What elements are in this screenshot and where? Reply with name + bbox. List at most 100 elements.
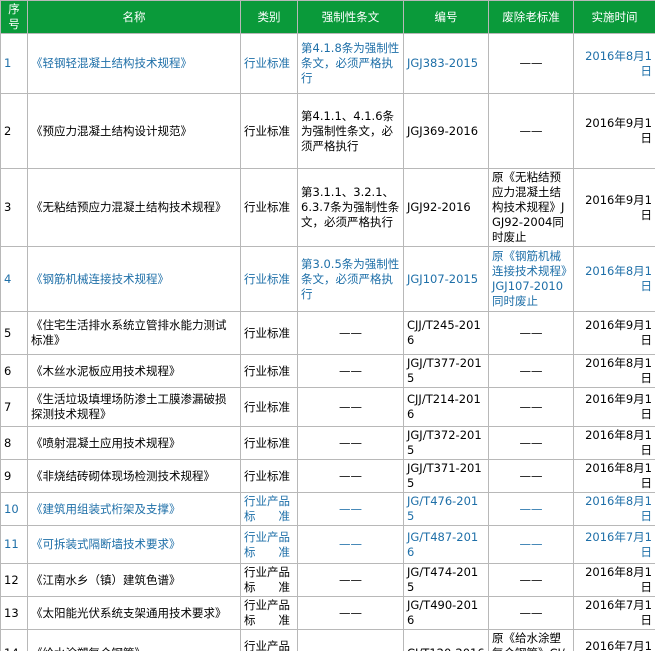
- table-cell: ——: [488, 33, 574, 94]
- table-cell: 行业标准: [240, 33, 298, 94]
- header-row: 序号 名称 类别 强制性条文 编号 废除老标准 实施时间: [0, 0, 655, 34]
- table-cell: ——: [488, 354, 574, 388]
- table-cell: ——: [488, 426, 574, 460]
- table-cell: ——: [488, 93, 574, 169]
- table-cell: CJJ/T245-2016: [403, 311, 489, 355]
- table-cell: JGJ/T377-2015: [403, 354, 489, 388]
- table-cell: 行业产品标 准: [240, 563, 298, 597]
- table-cell: CJJ/T214-2016: [403, 387, 489, 427]
- table-cell: 2016年9月1日: [573, 311, 655, 355]
- table-cell: 《木丝水泥板应用技术规程》: [27, 354, 241, 388]
- table-cell: 6: [0, 354, 28, 388]
- table-cell: 2016年8月1日: [573, 492, 655, 526]
- table-cell: 第3.0.5条为强制性条文，必须严格执行: [297, 246, 404, 312]
- table-cell: 《喷射混凝土应用技术规程》: [27, 426, 241, 460]
- table-cell: 《太阳能光伏系统支架通用技术要求》: [27, 596, 241, 630]
- table-cell: 7: [0, 387, 28, 427]
- table-cell: CJ/T120-2016: [403, 629, 489, 651]
- table-cell: 3: [0, 168, 28, 247]
- table-cell: 《江南水乡（镇）建筑色谱》: [27, 563, 241, 597]
- table-cell: 《生活垃圾填埋场防渗土工膜渗漏破损探测技术规程》: [27, 387, 241, 427]
- table-cell: 行业产品标 准: [240, 629, 298, 651]
- table-row: 9 《非烧结砖砌体现场检测技术规程》 行业标准 —— JGJ/T371-2015 —— 20…: [0, 459, 655, 493]
- table-cell: JG/T476-2015: [403, 492, 489, 526]
- table-cell: 13: [0, 596, 28, 630]
- table-row: 3 《无粘结预应力混凝土结构技术规程》 行业标准 第3.1.1、3.2.1、6.3.7…: [0, 168, 655, 247]
- table-cell: 2016年8月1日: [573, 246, 655, 312]
- table-cell: ——: [297, 459, 404, 493]
- table-cell: ——: [488, 311, 574, 355]
- table-cell: 原《无粘结预应力混凝土结构技术规程》JGJ92-2004同时废止: [488, 168, 574, 247]
- table-row: 14《给水涂塑复合钢管》行业产品标 准——CJ/T120-2016原《给水涂塑复…: [0, 629, 655, 651]
- table-cell: 《给水涂塑复合钢管》: [27, 629, 241, 651]
- column-header: 强制性条文: [297, 0, 404, 34]
- table-cell: 《可拆装式隔断墙技术要求》: [27, 525, 241, 564]
- table-cell: 8: [0, 426, 28, 460]
- table-cell: 行业标准: [240, 387, 298, 427]
- table-row: 11 《可拆装式隔断墙技术要求》 行业产品标 准 —— JG/T487-2016 —— 20…: [0, 525, 655, 564]
- column-header: 编号: [403, 0, 489, 34]
- column-header: 名称: [27, 0, 241, 34]
- table-cell: 行业标准: [240, 168, 298, 247]
- table-cell: 行业标准: [240, 459, 298, 493]
- table-cell: 9: [0, 459, 28, 493]
- table-cell: 4: [0, 246, 28, 312]
- table-cell: 行业标准: [240, 354, 298, 388]
- table-cell: JGJ/T371-2015: [403, 459, 489, 493]
- table-cell: 行业产品标 准: [240, 492, 298, 526]
- table-cell: 2016年7月1日: [573, 629, 655, 651]
- table-cell: 行业产品标 准: [240, 525, 298, 564]
- table-row: 7 《生活垃圾填埋场防渗土工膜渗漏破损探测技术规程》 行业标准 —— CJJ/T214-…: [0, 387, 655, 427]
- table-cell: 原《钢筋机械连接技术规程》JGJ107-2010同时废止: [488, 246, 574, 312]
- table-cell: 2016年7月1日: [573, 525, 655, 564]
- table-cell: ——: [297, 525, 404, 564]
- table-cell: ——: [488, 492, 574, 526]
- table-cell: ——: [297, 311, 404, 355]
- table-cell: 原《给水涂塑复合钢管》CJ/T120-2008: [488, 629, 574, 651]
- table-cell: 《非烧结砖砌体现场检测技术规程》: [27, 459, 241, 493]
- table-cell: 第3.1.1、3.2.1、6.3.7条为强制性条文，必须严格执行: [297, 168, 404, 247]
- table-cell: ——: [297, 596, 404, 630]
- table-row: 1 《轻钢轻混凝土结构技术规程》 行业标准 第4.1.8条为强制性条文，必须严格执行 J…: [0, 33, 655, 94]
- table-cell: 行业标准: [240, 93, 298, 169]
- table-cell: 第4.1.8条为强制性条文，必须严格执行: [297, 33, 404, 94]
- table-cell: ——: [297, 354, 404, 388]
- table-cell: JGJ92-2016: [403, 168, 489, 247]
- table-cell: 2016年8月1日: [573, 459, 655, 493]
- column-header: 实施时间: [573, 0, 655, 34]
- table-cell: 2016年8月1日: [573, 354, 655, 388]
- table-cell: ——: [297, 492, 404, 526]
- table-cell: JGJ369-2016: [403, 93, 489, 169]
- table-cell: 《住宅生活排水系统立管排水能力测试标准》: [27, 311, 241, 355]
- table-cell: 行业产品标 准: [240, 596, 298, 630]
- table-cell: 2016年9月1日: [573, 93, 655, 169]
- table-cell: 《无粘结预应力混凝土结构技术规程》: [27, 168, 241, 247]
- table-cell: 1: [0, 33, 28, 94]
- table-cell: JG/T487-2016: [403, 525, 489, 564]
- table-cell: 5: [0, 311, 28, 355]
- table-row: 8 《喷射混凝土应用技术规程》 行业标准 —— JGJ/T372-2015 —— 2016年…: [0, 426, 655, 460]
- table-row: 12 《江南水乡（镇）建筑色谱》 行业产品标 准 —— JG/T474-2015 —— 20…: [0, 563, 655, 597]
- table-cell: 《预应力混凝土结构设计规范》: [27, 93, 241, 169]
- table-row: 4 《钢筋机械连接技术规程》 行业标准 第3.0.5条为强制性条文，必须严格执行 JGJ…: [0, 246, 655, 312]
- table-cell: ——: [297, 426, 404, 460]
- table-cell: ——: [488, 525, 574, 564]
- table-row: 2 《预应力混凝土结构设计规范》 行业标准 第4.1.1、4.1.6条为强制性条文，必…: [0, 93, 655, 169]
- table-cell: 11: [0, 525, 28, 564]
- table-cell: 行业标准: [240, 246, 298, 312]
- table-cell: JGJ383-2015: [403, 33, 489, 94]
- column-header: 序号: [0, 0, 28, 34]
- table-cell: ——: [488, 596, 574, 630]
- table-cell: 2016年9月1日: [573, 387, 655, 427]
- table-cell: 10: [0, 492, 28, 526]
- table-cell: 《建筑用组装式桁架及支撑》: [27, 492, 241, 526]
- table-cell: 行业标准: [240, 311, 298, 355]
- table-cell: JGJ/T372-2015: [403, 426, 489, 460]
- table-cell: 12: [0, 563, 28, 597]
- table-row: 10 《建筑用组装式桁架及支撑》 行业产品标 准 —— JG/T476-2015 —— 20…: [0, 492, 655, 526]
- table-cell: ——: [297, 387, 404, 427]
- table-cell: 《钢筋机械连接技术规程》: [27, 246, 241, 312]
- table-cell: ——: [488, 563, 574, 597]
